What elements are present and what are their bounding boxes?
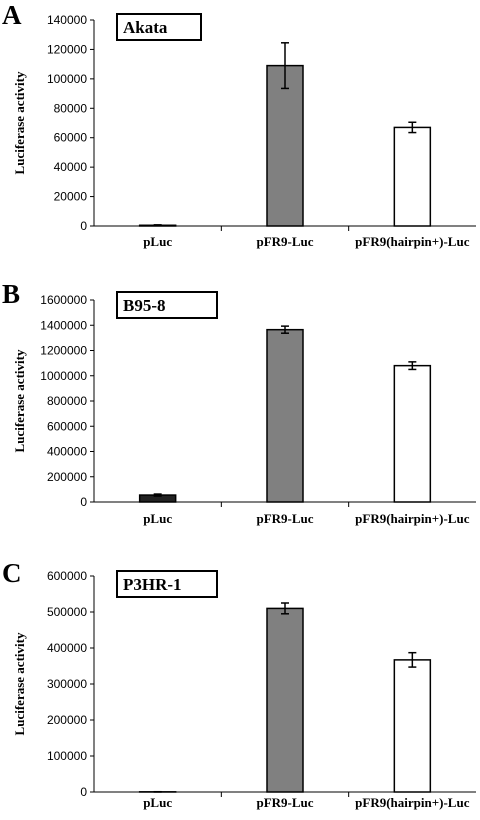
panel-letter: A (2, 0, 22, 30)
bar (266, 328, 304, 503)
chart-title-box (116, 570, 218, 598)
y-tick-label: 1400000 (40, 318, 87, 332)
y-tick-label: 0 (80, 785, 87, 799)
category-label: pLuc (143, 511, 172, 526)
y-tick-label: 40000 (54, 160, 88, 174)
bar (393, 659, 432, 793)
category-label: pFR9(hairpin+)-Luc (355, 795, 470, 810)
y-tick-label: 200000 (47, 713, 87, 727)
y-axis-label: Luciferase activity (12, 71, 27, 174)
y-tick-label: 1200000 (40, 344, 87, 358)
y-tick-label: 1600000 (40, 293, 87, 307)
category-label: pLuc (143, 234, 172, 249)
chart-title: P3HR-1 (123, 575, 182, 594)
chart-title: Akata (123, 18, 168, 37)
y-tick-label: 600000 (47, 419, 87, 433)
y-axis-label: Luciferase activity (12, 349, 27, 452)
y-tick-label: 800000 (47, 394, 87, 408)
y-axis-label: Luciferase activity (12, 632, 27, 735)
y-tick-label: 0 (80, 219, 87, 233)
category-label: pLuc (143, 795, 172, 810)
y-tick-label: 200000 (47, 470, 87, 484)
bar (393, 364, 432, 503)
category-label: pFR9-Luc (256, 234, 313, 249)
panel-letter: B (2, 279, 20, 309)
y-tick-label: 60000 (54, 131, 88, 145)
category-label: pFR9(hairpin+)-Luc (355, 234, 470, 249)
chart-panel-b: B B95-8 0 200000 400000 600000 800000 1000000 12… (2, 279, 476, 526)
chart-panel-c: C P3HR-1 0 100000 200000 300000 400000 500000 60… (2, 558, 476, 810)
category-label: pFR9-Luc (256, 795, 313, 810)
y-tick-label: 100000 (47, 749, 87, 763)
y-tick-label: 120000 (47, 42, 87, 56)
category-label: pFR9(hairpin+)-Luc (355, 511, 470, 526)
y-tick-label: 400000 (47, 445, 87, 459)
bar (266, 607, 304, 793)
bar (393, 126, 432, 227)
y-tick-label: 500000 (47, 605, 87, 619)
y-tick-label: 140000 (47, 13, 87, 27)
y-tick-label: 100000 (47, 72, 87, 86)
panel-letter: C (2, 558, 22, 588)
y-tick-label: 600000 (47, 569, 87, 583)
y-tick-label: 80000 (54, 101, 88, 115)
bar (266, 64, 304, 227)
y-tick-label: 0 (80, 495, 87, 509)
chart-title-box (116, 13, 202, 41)
category-label: pFR9-Luc (256, 511, 313, 526)
chart-title-box (116, 291, 218, 319)
y-tick-label: 400000 (47, 641, 87, 655)
y-tick-label: 300000 (47, 677, 87, 691)
chart-panel-a: A Akata 0 20000 40000 60000 80000 100000 120000 1… (2, 0, 476, 249)
y-tick-label: 20000 (54, 190, 88, 204)
chart-title: B95-8 (123, 296, 166, 315)
y-tick-label: 1000000 (40, 369, 87, 383)
